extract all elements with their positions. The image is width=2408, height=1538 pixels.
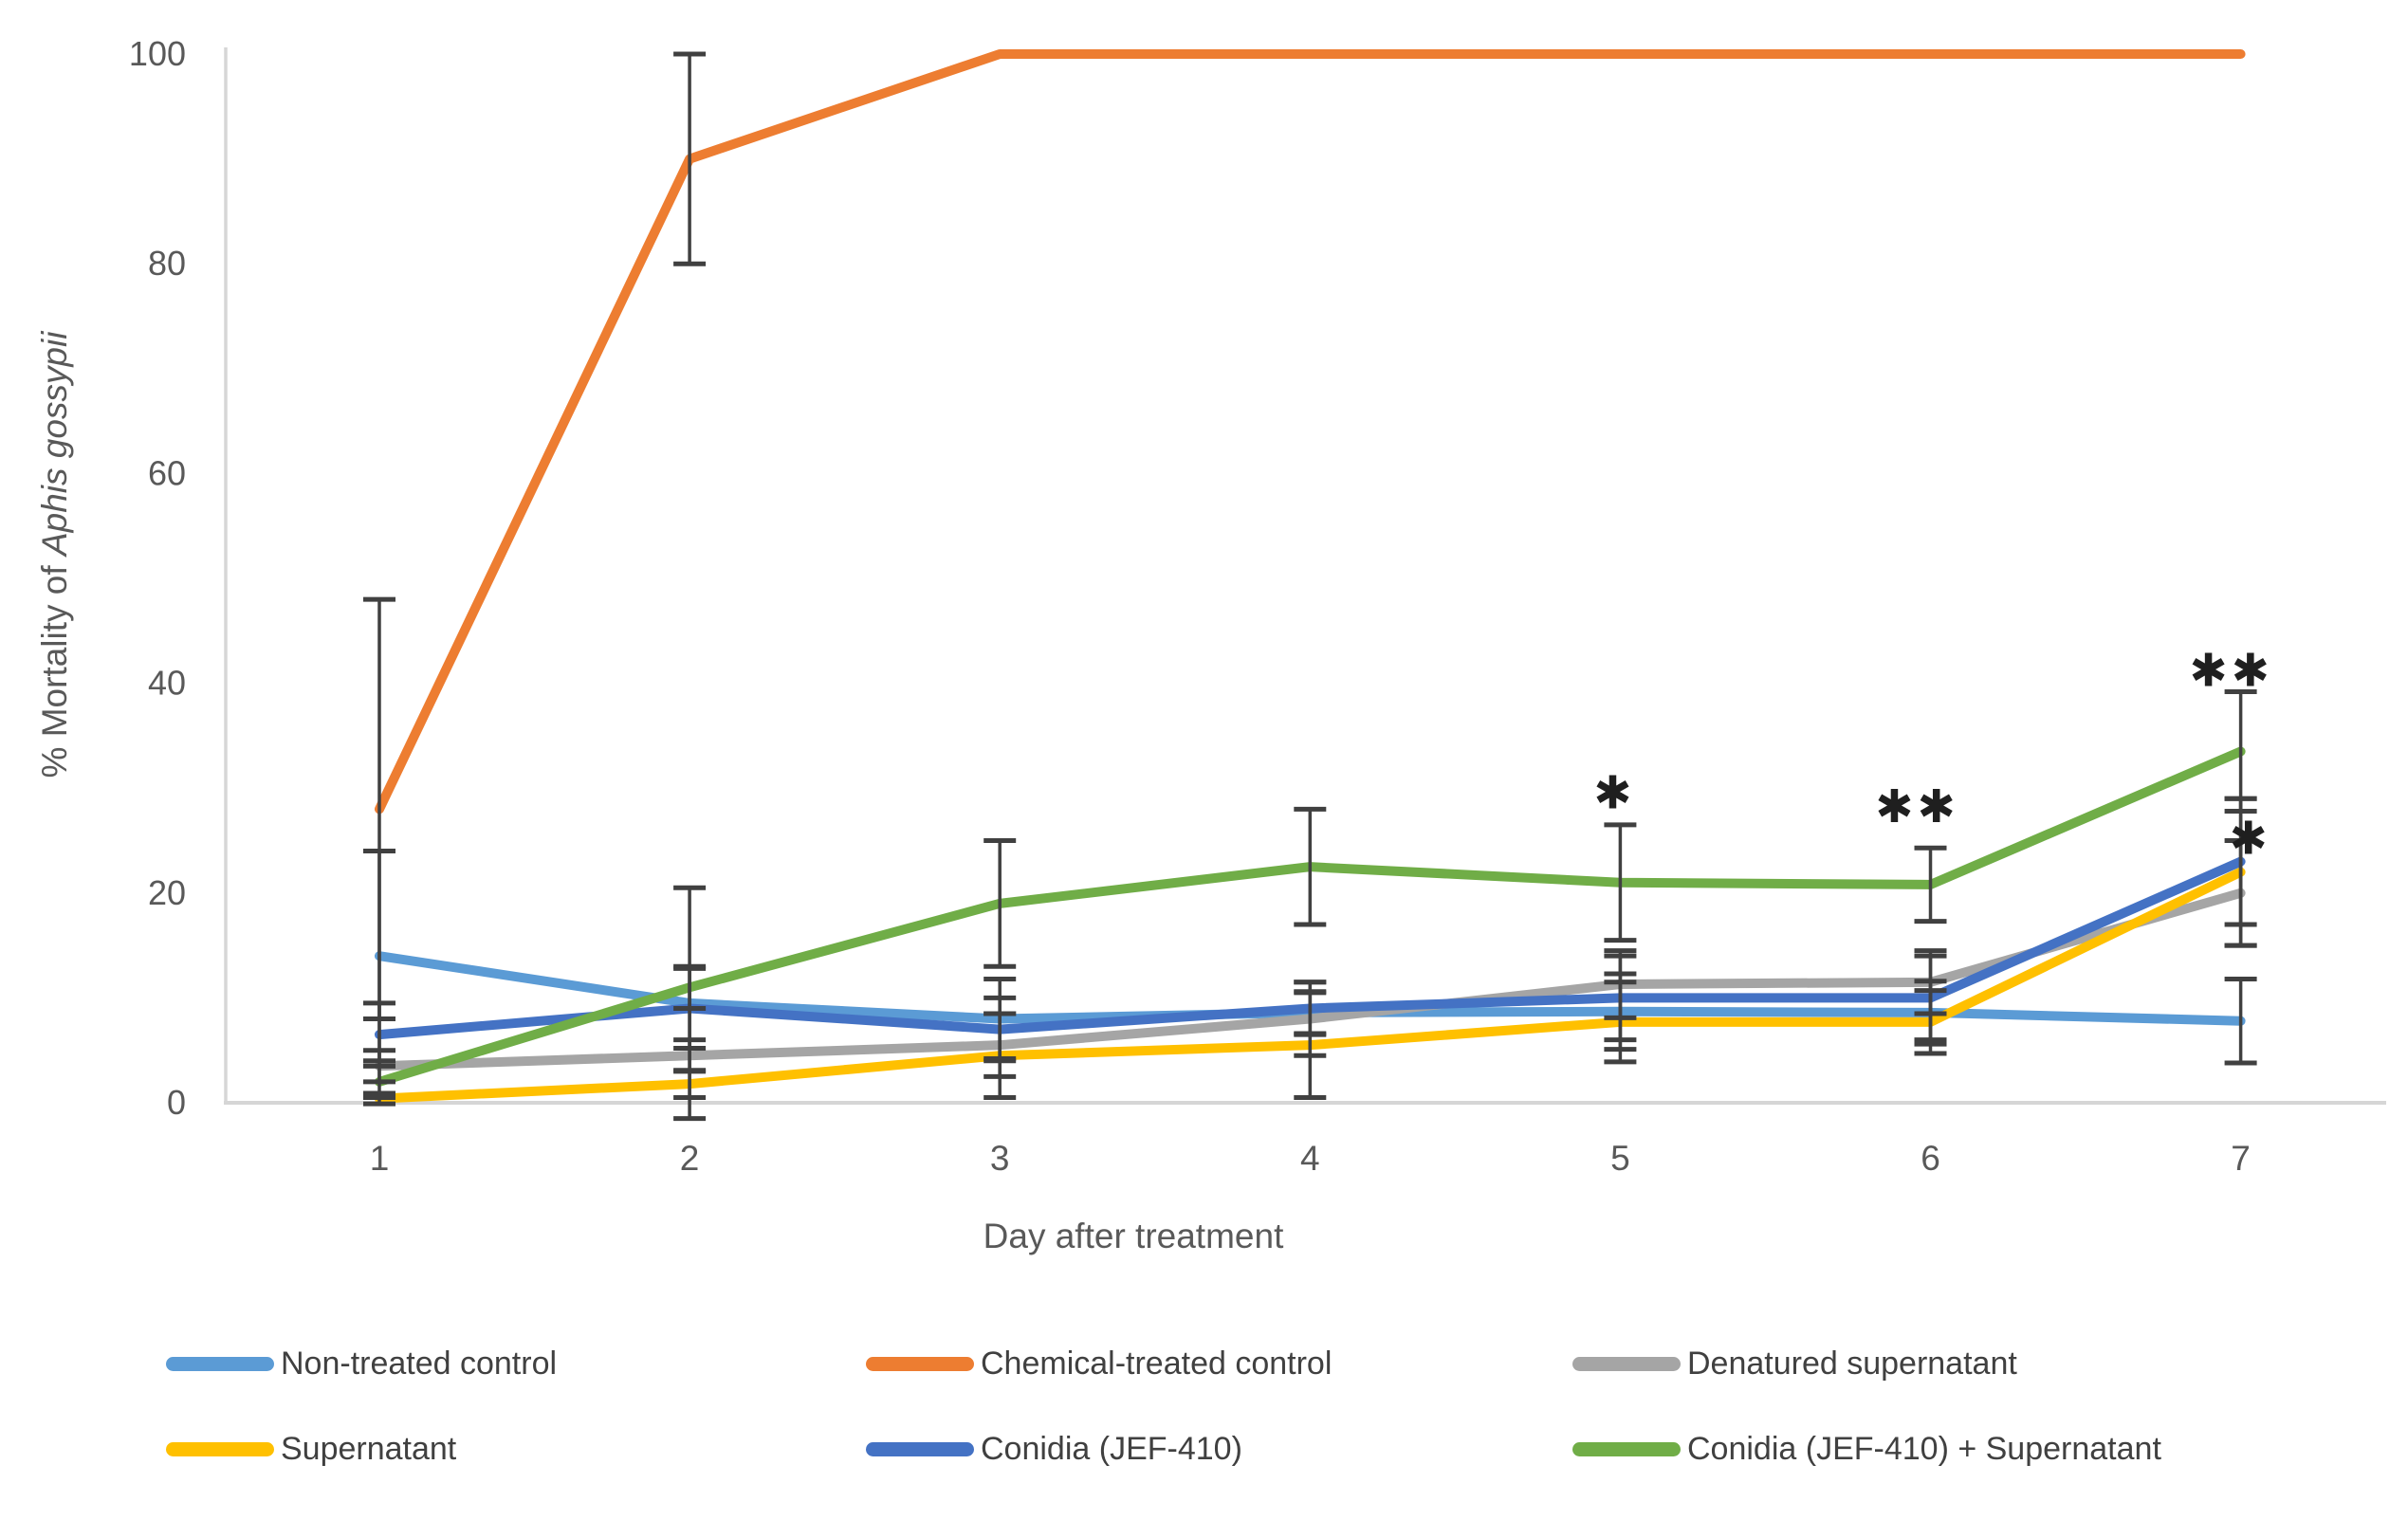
error-bar-conidia-jef-410-day-4 bbox=[1294, 980, 1327, 1037]
y-tick-label: 40 bbox=[148, 664, 186, 703]
legend-label: Conidia (JEF-410) + Supernatant bbox=[1687, 1431, 2161, 1467]
y-tick-label: 80 bbox=[148, 244, 186, 283]
error-bar-conidia-jef-410-day-5 bbox=[1604, 953, 1637, 1043]
legend-label: Non-treated control bbox=[281, 1346, 558, 1382]
legend-swatch-denatured-supernatant bbox=[1572, 1356, 1681, 1371]
significance-marker: ✱✱ bbox=[1875, 780, 1958, 833]
legend-label: Chemical-treated control bbox=[981, 1346, 1333, 1382]
legend-label: Denatured supernatant bbox=[1687, 1346, 2017, 1382]
x-tick-label: 4 bbox=[1300, 1139, 1320, 1178]
y-axis-title: % Mortality of Aphis gossypii bbox=[35, 332, 75, 778]
legend-item-chemical-treated-control: Chemical-treated control bbox=[866, 1347, 1332, 1380]
series-line-chemical-treated-control bbox=[375, 49, 2246, 815]
legend-item-non-treated-control: Non-treated control bbox=[166, 1347, 557, 1380]
x-tick-label: 6 bbox=[1921, 1139, 1940, 1178]
y-axis-title-species: Aphis gossypii bbox=[35, 331, 74, 557]
error-bar-conidia-jef-410-supernatant-day-7 bbox=[2224, 688, 2257, 815]
legend-swatch-conidia-supernatant bbox=[1572, 1441, 1681, 1456]
error-bar-conidia-jef-410-day-6 bbox=[1914, 953, 1947, 1043]
x-tick-label: 7 bbox=[2231, 1139, 2251, 1178]
legend-swatch-conidia bbox=[866, 1441, 974, 1456]
significance-marker: ✱ bbox=[1593, 767, 1635, 820]
significance-marker: ✱ bbox=[2229, 812, 2270, 865]
x-tick-label: 2 bbox=[680, 1139, 700, 1178]
legend-item-denatured-supernatant: Denatured supernatant bbox=[1572, 1347, 2017, 1380]
legend-swatch-non-treated-control bbox=[166, 1356, 274, 1371]
y-tick-label: 0 bbox=[167, 1083, 186, 1122]
legend-label: Supernatant bbox=[281, 1431, 457, 1467]
x-tick-label: 3 bbox=[990, 1139, 1010, 1178]
error-bar-conidia-jef-410-supernatant-day-3 bbox=[983, 838, 1017, 969]
y-tick-label: 60 bbox=[148, 453, 186, 492]
y-tick-label: 20 bbox=[148, 873, 186, 912]
legend-item-conidia-supernatant: Conidia (JEF-410) + Supernatant bbox=[1572, 1433, 2161, 1465]
error-bar-conidia-jef-410-supernatant-day-6 bbox=[1914, 845, 1947, 925]
error-bar-supernatant-day-2 bbox=[673, 1068, 707, 1100]
error-bar-conidia-jef-410-supernatant-day-2 bbox=[673, 963, 707, 1011]
legend-label: Conidia (JEF-410) bbox=[981, 1431, 1242, 1467]
legend-item-conidia: Conidia (JEF-410) bbox=[866, 1433, 1242, 1465]
error-bar-conidia-jef-410-supernatant-day-1 bbox=[363, 1063, 395, 1100]
error-bar-conidia-jef-410-supernatant-day-5 bbox=[1604, 822, 1637, 943]
x-tick-label: 1 bbox=[370, 1139, 390, 1178]
y-tick-label: 100 bbox=[129, 34, 186, 73]
significance-marker: ✱✱ bbox=[2189, 644, 2272, 697]
x-tick-label: 5 bbox=[1610, 1139, 1630, 1178]
error-bar-conidia-jef-410-day-3 bbox=[983, 995, 1017, 1064]
y-axis-title-prefix: % Mortality of bbox=[35, 556, 74, 778]
error-bar-conidia-jef-410-supernatant-day-4 bbox=[1294, 806, 1327, 927]
x-axis-title: Day after treatment bbox=[983, 1217, 1284, 1255]
legend-swatch-supernatant bbox=[166, 1441, 274, 1456]
legend-swatch-chemical-treated-control bbox=[866, 1356, 974, 1371]
error-bar-chemical-treated-control-day-2 bbox=[673, 51, 707, 266]
legend-item-supernatant: Supernatant bbox=[166, 1433, 456, 1465]
error-bar-non-treated-control-day-7 bbox=[2224, 976, 2257, 1066]
